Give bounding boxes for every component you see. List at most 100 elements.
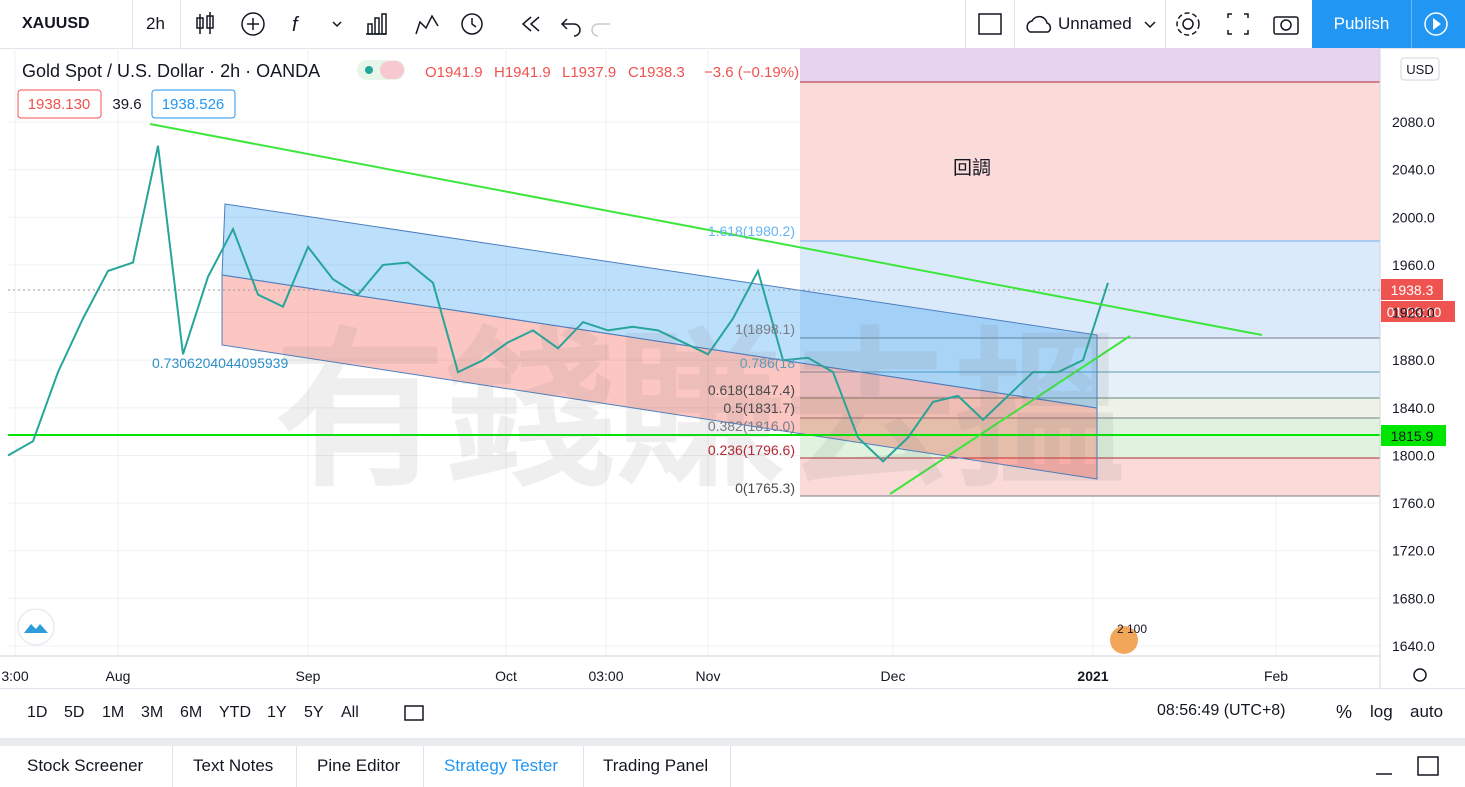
- range-button[interactable]: 6M: [180, 704, 203, 721]
- templates-icon[interactable]: [415, 14, 439, 35]
- tab[interactable]: Text Notes: [193, 756, 274, 775]
- status-dot: [365, 66, 373, 74]
- x-tick-label: 3:00: [1, 668, 28, 684]
- y-tick-label: 1840.0: [1392, 400, 1435, 416]
- y-tick-label: 1880.0: [1392, 352, 1435, 368]
- alert-icon[interactable]: [461, 13, 483, 35]
- channel-lower: [221, 274, 1098, 480]
- x-tick-label: Sep: [296, 668, 321, 684]
- settings-icon[interactable]: [1176, 12, 1200, 36]
- fib-label: 0.236(1796.6): [708, 442, 795, 458]
- fib-zone: [800, 48, 1380, 82]
- tab[interactable]: Strategy Tester: [444, 756, 559, 775]
- fib-label: 0.5(1831.7): [723, 400, 795, 416]
- range-button[interactable]: YTD: [219, 704, 251, 721]
- y-tick-label: 1680.0: [1392, 590, 1435, 606]
- undo-icon[interactable]: [560, 18, 581, 37]
- separator: [583, 746, 584, 787]
- tab[interactable]: Trading Panel: [603, 756, 709, 775]
- separator: [296, 746, 297, 787]
- ohlc-change: −3.6 (−0.19%): [704, 64, 799, 81]
- range-button[interactable]: 1Y: [267, 704, 287, 721]
- fib-label: 0(1765.3): [735, 480, 795, 496]
- separator: [965, 0, 966, 48]
- separator: [423, 746, 424, 787]
- bid: 1938.130: [28, 96, 91, 113]
- fib-label: 0.786(18: [740, 355, 795, 371]
- interval[interactable]: 2h: [146, 14, 165, 33]
- trend-line: [149, 123, 1263, 336]
- logo[interactable]: [17, 608, 55, 646]
- snapshot-icon[interactable]: [1273, 16, 1299, 35]
- currency-box: [1400, 57, 1440, 81]
- range-button[interactable]: 5D: [64, 704, 85, 721]
- ohlc-low: L1937.9: [562, 64, 616, 81]
- level-price: 1815.9: [1391, 428, 1434, 444]
- svg-text:f: f: [292, 14, 300, 36]
- range-button[interactable]: 5Y: [304, 704, 324, 721]
- publish-button[interactable]: Publish: [1312, 0, 1411, 48]
- level-box: [1381, 425, 1446, 446]
- redo-icon[interactable]: [591, 23, 610, 37]
- range-button[interactable]: All: [341, 704, 359, 721]
- layout-icon[interactable]: [976, 12, 1004, 36]
- percent-toggle[interactable]: %: [1336, 702, 1353, 722]
- legend-title: Gold Spot / U.S. Dollar · 2h · OANDA: [22, 61, 320, 81]
- divider: [0, 688, 1465, 689]
- symbol[interactable]: XAUUSD: [22, 15, 90, 32]
- x-tick-label: Oct: [495, 668, 517, 684]
- price-line: [7, 145, 1109, 463]
- x-tick-label: 2021: [1077, 668, 1108, 684]
- y-tick-label: 1640.0: [1392, 638, 1435, 654]
- y-tick-label: 2080.0: [1392, 114, 1435, 130]
- separator: [132, 0, 133, 48]
- legend-status: [357, 60, 405, 80]
- range-button[interactable]: 3M: [141, 704, 164, 721]
- fib-label: 1(1898.1): [735, 321, 795, 337]
- separator: [172, 746, 173, 787]
- panel-gap: [0, 738, 1465, 746]
- stream-button[interactable]: [1411, 0, 1465, 48]
- status-pill: [380, 61, 404, 79]
- log-toggle[interactable]: log: [1370, 702, 1393, 721]
- tab[interactable]: Stock Screener: [27, 756, 144, 775]
- toolbar: [0, 0, 1465, 49]
- ohlc-close: C1938.3: [628, 64, 685, 81]
- currency: USD: [1406, 62, 1433, 77]
- ask-box: [151, 89, 236, 119]
- indicators-icon[interactable]: f: [292, 14, 342, 36]
- layout-name[interactable]: Unnamed: [1058, 14, 1132, 33]
- range-button[interactable]: 1D: [27, 704, 48, 721]
- event-icon[interactable]: [1110, 626, 1138, 654]
- y-tick-label: 2040.0: [1392, 162, 1435, 178]
- goto-date-icon[interactable]: [402, 702, 426, 724]
- tab[interactable]: Pine Editor: [317, 756, 401, 775]
- fib-label: 0.382(1816.0): [708, 418, 795, 434]
- maximize-icon[interactable]: [1417, 756, 1439, 776]
- ohlc-high: H1941.9: [494, 64, 551, 81]
- separator: [1014, 0, 1015, 48]
- x-tick-label: Aug: [106, 668, 131, 684]
- watermark: 有錢賺去搵: [275, 317, 1125, 507]
- ohlc-open: O1941.9: [425, 64, 483, 81]
- range-button[interactable]: 1M: [102, 704, 125, 721]
- financials-icon[interactable]: [366, 13, 387, 35]
- countdown-box: [1381, 301, 1455, 322]
- compare-icon[interactable]: [241, 12, 265, 36]
- dropdown-icon[interactable]: [1140, 16, 1160, 32]
- separator: [1165, 0, 1166, 48]
- separator: [730, 746, 731, 787]
- fullscreen-icon[interactable]: [1227, 13, 1249, 35]
- replay-icon[interactable]: [521, 16, 540, 32]
- axis-settings-icon[interactable]: [1413, 668, 1427, 682]
- channel-label: 0.7306204044095939: [152, 355, 288, 371]
- chart: Gold Spot / U.S. Dollar · 2h · OANDA O19…: [0, 48, 1455, 688]
- fib-zone: [800, 418, 1380, 458]
- bar-style-icon[interactable]: [196, 12, 214, 34]
- y-tick-label: 1960.0: [1392, 257, 1435, 273]
- cloud-icon: [1026, 15, 1052, 33]
- spread: 39.6: [112, 96, 141, 113]
- auto-toggle[interactable]: auto: [1410, 702, 1444, 721]
- panel-controls: [1376, 756, 1439, 776]
